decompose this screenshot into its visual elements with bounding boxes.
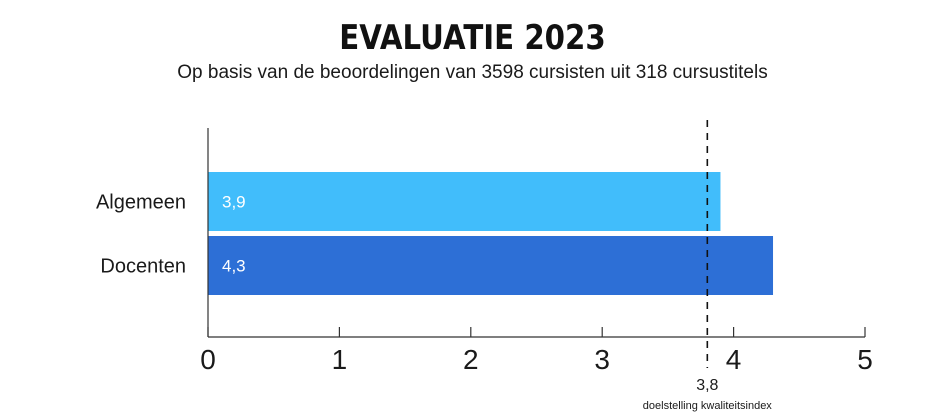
x-tick-label-1: 1	[332, 344, 348, 375]
chart-title: EVALUATIE 2023	[339, 18, 606, 58]
data-label-docenten: 4,3	[222, 257, 246, 276]
x-tick-label-5: 5	[857, 344, 873, 375]
x-tick-label-0: 0	[200, 344, 216, 375]
category-label-docenten: Docenten	[100, 256, 186, 278]
reference-line-caption: doelstelling kwaliteitsindex	[643, 400, 773, 412]
x-tick-label-4: 4	[726, 344, 742, 375]
chart-subtitle: Op basis van de beoordelingen van 3598 c…	[177, 62, 768, 83]
x-tick-label-3: 3	[594, 344, 610, 375]
x-tick-label-2: 2	[463, 344, 479, 375]
bar-docenten	[208, 236, 774, 295]
reference-line-value: 3,8	[696, 377, 718, 394]
data-label-algemeen: 3,9	[222, 193, 246, 212]
category-label-algemeen: Algemeen	[96, 192, 186, 214]
bar-algemeen	[208, 172, 721, 231]
